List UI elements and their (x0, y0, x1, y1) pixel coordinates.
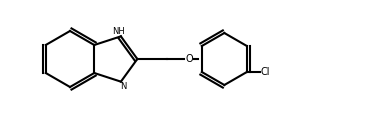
Text: O: O (186, 54, 193, 64)
Text: N: N (120, 82, 126, 91)
Text: Cl: Cl (260, 67, 270, 77)
Text: NH: NH (112, 27, 125, 36)
